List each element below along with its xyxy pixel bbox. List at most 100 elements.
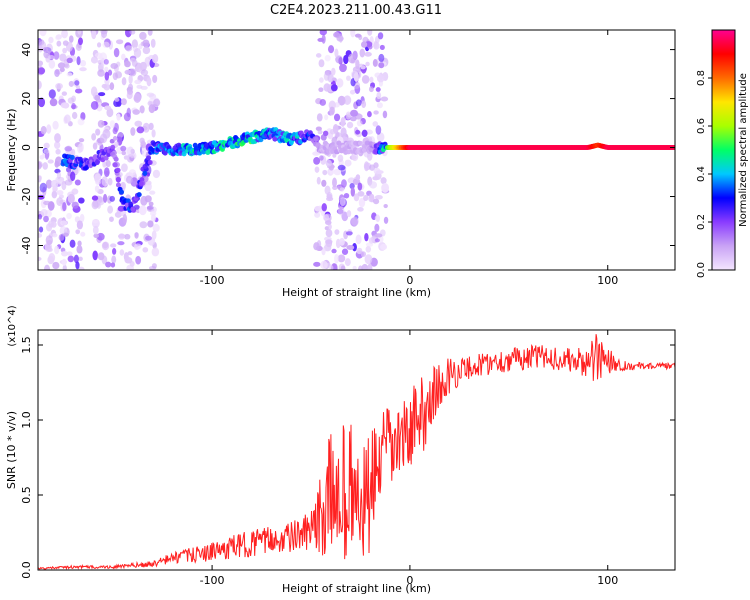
noise-cell: [61, 258, 67, 266]
noise-cell: [374, 223, 380, 232]
noise-cell: [333, 113, 341, 122]
noise-cell: [64, 179, 73, 186]
noise-cell: [126, 175, 133, 184]
noise-cell: [109, 195, 115, 202]
noise-cell: [110, 62, 119, 69]
noise-cell: [138, 205, 147, 216]
noise-cell: [357, 207, 364, 212]
noise-cell: [378, 62, 385, 69]
noise-cell: [380, 96, 389, 102]
noise-cell: [94, 185, 100, 193]
noise-cell: [139, 105, 145, 114]
noise-cell: [40, 208, 48, 217]
noise-cell: [64, 63, 70, 69]
noise-cell: [314, 166, 320, 173]
noise-cell: [56, 171, 62, 179]
noise-cell: [48, 89, 56, 99]
noise-cell: [112, 248, 117, 255]
noise-cell: [127, 83, 134, 92]
noise-cell: [124, 60, 131, 68]
noise-cell: [373, 198, 380, 205]
noise-cell: [151, 247, 160, 257]
noise-cell: [325, 70, 330, 75]
noise-cell: [364, 232, 369, 242]
noise-cell: [48, 253, 56, 263]
noise-cell: [66, 212, 72, 220]
noise-cell: [130, 127, 136, 136]
noise-cell: [339, 197, 346, 207]
noise-cell: [80, 112, 86, 121]
noise-cell: [334, 229, 340, 235]
noise-cell: [129, 30, 136, 35]
noise-cell: [355, 99, 362, 107]
noise-cell: [352, 243, 357, 252]
ridge-cell: [162, 150, 168, 156]
noise-cell: [98, 92, 106, 97]
noise-cell: [152, 169, 161, 179]
noise-cell: [373, 167, 381, 175]
noise-cell: [128, 169, 137, 176]
ridge-cell: [272, 136, 278, 142]
noise-cell: [376, 132, 385, 142]
noise-cell: [94, 173, 102, 183]
ridge-cell: [181, 151, 187, 157]
noise-cell: [61, 30, 68, 39]
noise-cell: [314, 205, 321, 212]
noise-cell: [102, 193, 108, 203]
noise-cell: [146, 77, 152, 87]
noise-cell: [349, 183, 355, 189]
noise-cell: [121, 163, 128, 173]
noise-cell: [39, 30, 47, 37]
noise-cell: [92, 142, 98, 150]
noise-cell: [361, 129, 368, 138]
noise-cell: [327, 73, 334, 83]
noise-cell: [66, 57, 73, 64]
noise-cell: [71, 188, 79, 195]
noise-cell: [112, 127, 118, 135]
noise-cell: [367, 263, 373, 270]
noise-cell: [350, 216, 359, 226]
noise-cell: [126, 107, 131, 118]
noise-cell: [105, 160, 111, 168]
ridge-cell: [288, 139, 294, 145]
noise-cell: [314, 212, 321, 218]
noise-cell: [313, 261, 321, 267]
noise-cell: [93, 233, 99, 238]
noise-cell: [60, 220, 68, 226]
noise-cell: [68, 35, 74, 43]
noise-cell: [366, 151, 373, 161]
noise-cell: [365, 245, 372, 253]
colorbar-tick-label: 0.0: [696, 262, 707, 278]
noise-cell: [382, 110, 388, 119]
noise-cell: [48, 36, 54, 44]
noise-cell: [54, 160, 60, 168]
noise-cell: [121, 77, 127, 86]
noise-cell: [372, 176, 379, 181]
noise-cell: [353, 72, 359, 82]
noise-cell: [42, 162, 48, 170]
ridge-cell: [119, 189, 125, 195]
noise-cell: [365, 242, 374, 247]
y-tick-label: 0.5: [20, 486, 33, 504]
noise-cell: [91, 200, 99, 210]
noise-cell: [95, 128, 101, 136]
noise-cell: [145, 235, 152, 241]
ridge-cell: [142, 170, 148, 176]
noise-cell: [90, 100, 99, 110]
noise-cell: [61, 250, 69, 257]
noise-cell: [152, 53, 159, 64]
noise-cell: [324, 54, 331, 62]
noise-cell: [96, 232, 105, 241]
noise-cell: [71, 201, 79, 209]
colorbar-label: Normalized spectral amplitude: [738, 73, 749, 227]
noise-cell: [46, 124, 52, 134]
noise-cell: [368, 86, 374, 93]
noise-cell: [355, 129, 361, 135]
noise-cell: [114, 141, 119, 148]
noise-cell: [71, 148, 76, 157]
noise-cell: [43, 215, 49, 223]
y-tick-label: 1.5: [20, 336, 33, 354]
noise-cell: [357, 191, 365, 197]
noise-cell: [367, 30, 373, 36]
